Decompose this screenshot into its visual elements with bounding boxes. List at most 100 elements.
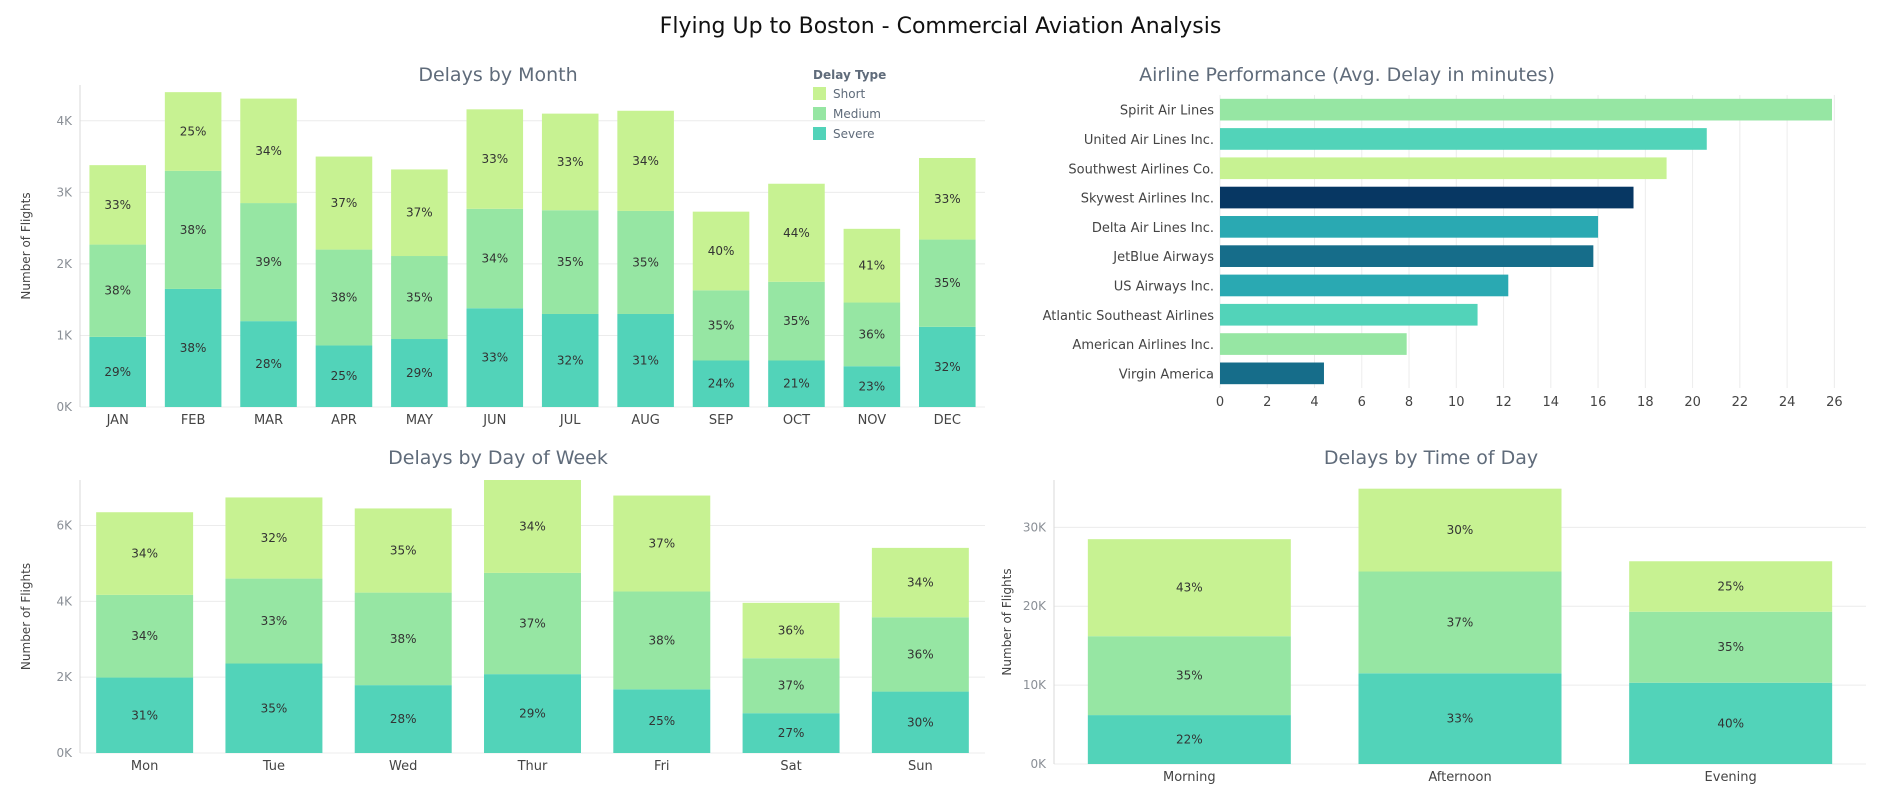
y-tick-label: Skywest Airlines Inc. xyxy=(1081,192,1214,207)
y-tick-label: 2K xyxy=(56,670,73,684)
data-label: 35% xyxy=(934,276,961,290)
x-tick-label: Evening xyxy=(1705,770,1757,785)
data-label: 43% xyxy=(1176,581,1203,595)
bar-segment-medium xyxy=(692,290,750,361)
x-tick-label: 8 xyxy=(1405,395,1413,410)
x-tick-label: 16 xyxy=(1590,395,1607,410)
data-label: 32% xyxy=(557,353,584,367)
bar-segment-medium xyxy=(240,203,297,322)
x-tick-label: 22 xyxy=(1732,395,1749,410)
x-tick-label: Mon xyxy=(131,759,158,774)
chart-airline-performance: Airline Performance (Avg. Delay in minut… xyxy=(1000,55,1881,435)
data-label: 41% xyxy=(859,259,886,273)
y-tick-label: 0K xyxy=(56,400,73,414)
bar-segment-severe xyxy=(164,288,222,407)
bar-segment-severe xyxy=(315,345,373,407)
bar-segment-severe xyxy=(225,663,323,753)
y-tick-label: Delta Air Lines Inc. xyxy=(1092,221,1214,236)
legend-swatch-medium xyxy=(813,107,826,120)
chart-delays-by-month-svg: Delays by Month 0K 1K 2K 3K 4K Number of Fligh… xyxy=(19,64,985,428)
data-label: 35% xyxy=(1176,669,1203,683)
data-label: 34% xyxy=(481,252,508,266)
y-tick-label: Southwest Airlines Co. xyxy=(1068,162,1214,177)
bar-segment-short xyxy=(1629,561,1833,612)
x-tick-label: 20 xyxy=(1684,395,1701,410)
data-label: 34% xyxy=(131,629,158,643)
bar-segment-medium xyxy=(1629,611,1833,683)
x-tick-label: 18 xyxy=(1637,395,1654,410)
bar-segment-short xyxy=(466,109,524,209)
data-label: 21% xyxy=(783,377,810,391)
y-axis-label: Number of Flights xyxy=(19,563,33,670)
data-label: 30% xyxy=(907,715,934,729)
bar-segment-medium xyxy=(541,210,599,314)
bar-segment-severe xyxy=(871,691,969,753)
data-label: 22% xyxy=(1176,733,1203,747)
x-tick-label: Fri xyxy=(654,759,670,774)
data-label: 33% xyxy=(1447,712,1474,726)
x-tick-label: 10 xyxy=(1448,395,1465,410)
data-label: 29% xyxy=(406,366,433,380)
bar-segment-short xyxy=(1087,539,1291,637)
bar-segment-medium xyxy=(843,302,901,367)
data-label: 28% xyxy=(255,357,282,371)
data-label: 29% xyxy=(104,365,131,379)
bar-segment-short xyxy=(919,157,976,240)
data-label: 39% xyxy=(255,255,282,269)
x-tick-label: JUN xyxy=(482,413,506,428)
data-label: 38% xyxy=(648,633,675,647)
bar-segment-severe xyxy=(466,308,524,407)
bar xyxy=(1220,362,1324,385)
x-tick-label: Morning xyxy=(1163,770,1216,785)
y-tick-label: 10K xyxy=(1023,678,1047,692)
legend-label-severe: Severe xyxy=(833,127,875,141)
data-label: 31% xyxy=(632,353,659,367)
bar-segment-short xyxy=(484,480,581,573)
legend-label-short: Short xyxy=(833,87,865,101)
chart-delays-by-time-of-day-svg: Delays by Time of Day 0K 10K 20K 30K Number o… xyxy=(1000,447,1866,785)
bar-segment-short xyxy=(692,211,750,291)
x-tick-label: 0 xyxy=(1216,395,1224,410)
bar-segment-short xyxy=(843,228,901,303)
data-label: 38% xyxy=(331,291,358,305)
data-label: 28% xyxy=(390,712,417,726)
bar-segment-severe xyxy=(541,313,599,407)
data-label: 44% xyxy=(783,226,810,240)
x-tick-label: 14 xyxy=(1543,395,1560,410)
data-label: 35% xyxy=(261,701,288,715)
data-label: 38% xyxy=(104,284,131,298)
data-label: 33% xyxy=(481,351,508,365)
bar-segment-medium xyxy=(354,592,452,686)
x-tick-label: FEB xyxy=(181,413,206,428)
bar-segment-severe xyxy=(919,326,976,407)
bar-segment-medium xyxy=(391,256,448,340)
bar-segment-short xyxy=(391,169,448,257)
x-tick-label: MAY xyxy=(406,413,433,428)
data-label: 32% xyxy=(934,360,961,374)
chart-title: Delays by Time of Day xyxy=(1324,447,1538,469)
bar-segment-medium xyxy=(871,617,969,692)
data-label: 37% xyxy=(778,679,805,693)
x-tick-label: Afternoon xyxy=(1428,770,1491,785)
bar-segment-severe xyxy=(354,685,452,753)
bar xyxy=(1220,303,1478,326)
bar-segment-severe xyxy=(1629,682,1833,764)
data-label: 33% xyxy=(934,192,961,206)
y-tick-label: 0K xyxy=(56,746,73,760)
data-label: 40% xyxy=(1717,716,1744,730)
chart-delays-by-day-of-week-svg: Delays by Day of Week 0K 2K 4K 6K Number of F… xyxy=(19,447,985,774)
y-tick-label: US Airways Inc. xyxy=(1114,279,1214,294)
bar-segment-medium xyxy=(617,210,674,314)
data-label: 23% xyxy=(859,380,886,394)
bar-segment-severe xyxy=(613,689,711,753)
data-label: 37% xyxy=(519,617,546,631)
data-label: 35% xyxy=(1717,640,1744,654)
data-label: 40% xyxy=(708,244,735,258)
x-tick-label: Wed xyxy=(389,759,417,774)
chart-airline-performance-svg: Airline Performance (Avg. Delay in minut… xyxy=(1043,64,1843,410)
dashboard-title: Flying Up to Boston - Commercial Aviatio… xyxy=(659,14,1222,39)
y-tick-label: 4K xyxy=(56,594,73,608)
y-tick-label: 2K xyxy=(56,257,73,271)
legend-label-medium: Medium xyxy=(833,107,881,121)
bar xyxy=(1220,98,1833,121)
